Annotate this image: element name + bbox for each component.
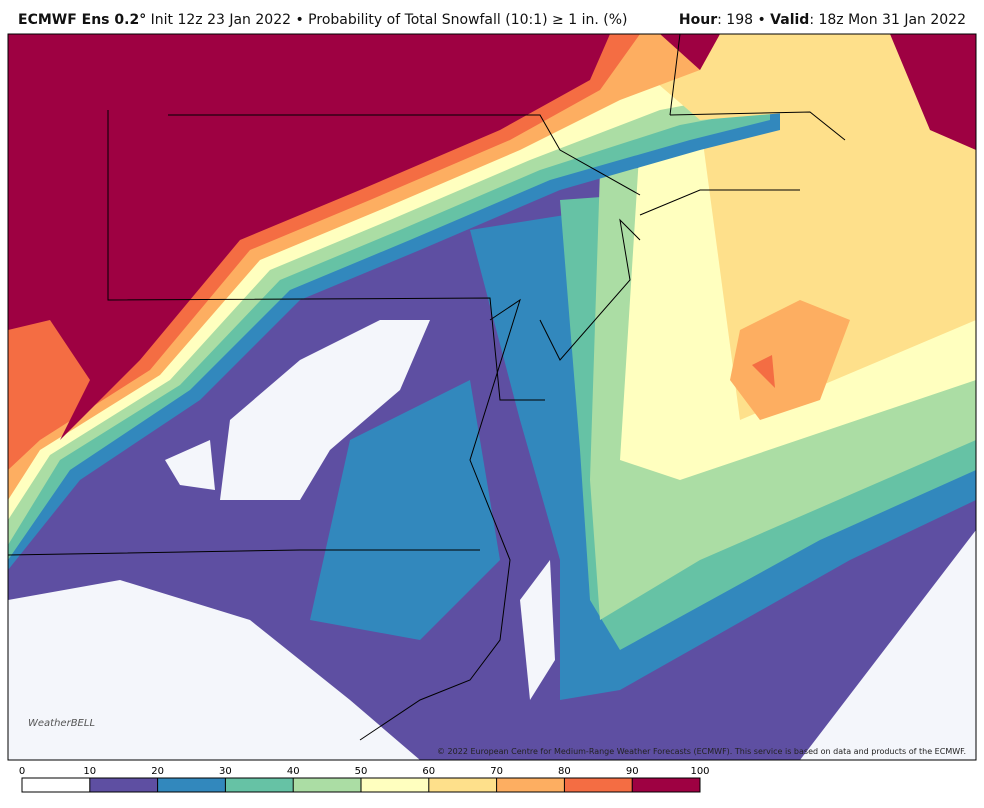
colorbar-tick-label: 20 [151,766,164,777]
colorbar: 0 10 20 30 40 50 60 70 80 90 100 [19,766,710,793]
colorbar-segment [496,778,565,792]
colorbar-segment [293,778,361,792]
colorbar-segment [632,778,700,792]
colorbar-tick-label: 10 [83,766,96,777]
colorbar-tick-label: 50 [355,766,368,777]
hour-label: Hour [678,12,718,28]
colorbar-tick-label: 80 [558,766,571,777]
colorbar-tick-label: 40 [287,766,300,777]
colorbar-tick-label: 100 [690,766,709,777]
colorbar-segment [157,778,226,792]
boundaries [8,34,846,741]
copyright: © 2022 European Centre for Medium-Range … [437,747,966,756]
colorbar-tick-label: 60 [422,766,435,777]
header-right: Hour: 198 • Valid: 18z Mon 31 Jan 2022 [679,12,966,28]
colorbar-segment [564,778,633,792]
model: ECMWF Ens 0.2° [18,12,147,28]
valid-value: : 18z Mon 31 Jan 2022 [809,12,966,28]
header-left: ECMWF Ens 0.2° Init 12z 23 Jan 2022 • Pr… [18,12,627,28]
hour-value: : 198 • [717,12,771,28]
colorbar-segment [361,778,429,792]
colorbar-segment [89,778,158,792]
colorbar-tick-label: 30 [219,766,232,777]
colorbar-tick-label: 0 [19,766,25,777]
valid-label: Valid [770,12,810,28]
map-frame [7,33,977,761]
colorbar-tick-label: 90 [626,766,639,777]
colorbar-segment [225,778,294,792]
colorbar-segment [22,778,90,792]
description: Init 12z 23 Jan 2022 • Probability of To… [150,12,628,28]
logo: WeatherBELL [28,718,95,729]
colorbar-tick-label: 70 [490,766,503,777]
map-field [8,34,976,760]
colorbar-segment [428,778,497,792]
